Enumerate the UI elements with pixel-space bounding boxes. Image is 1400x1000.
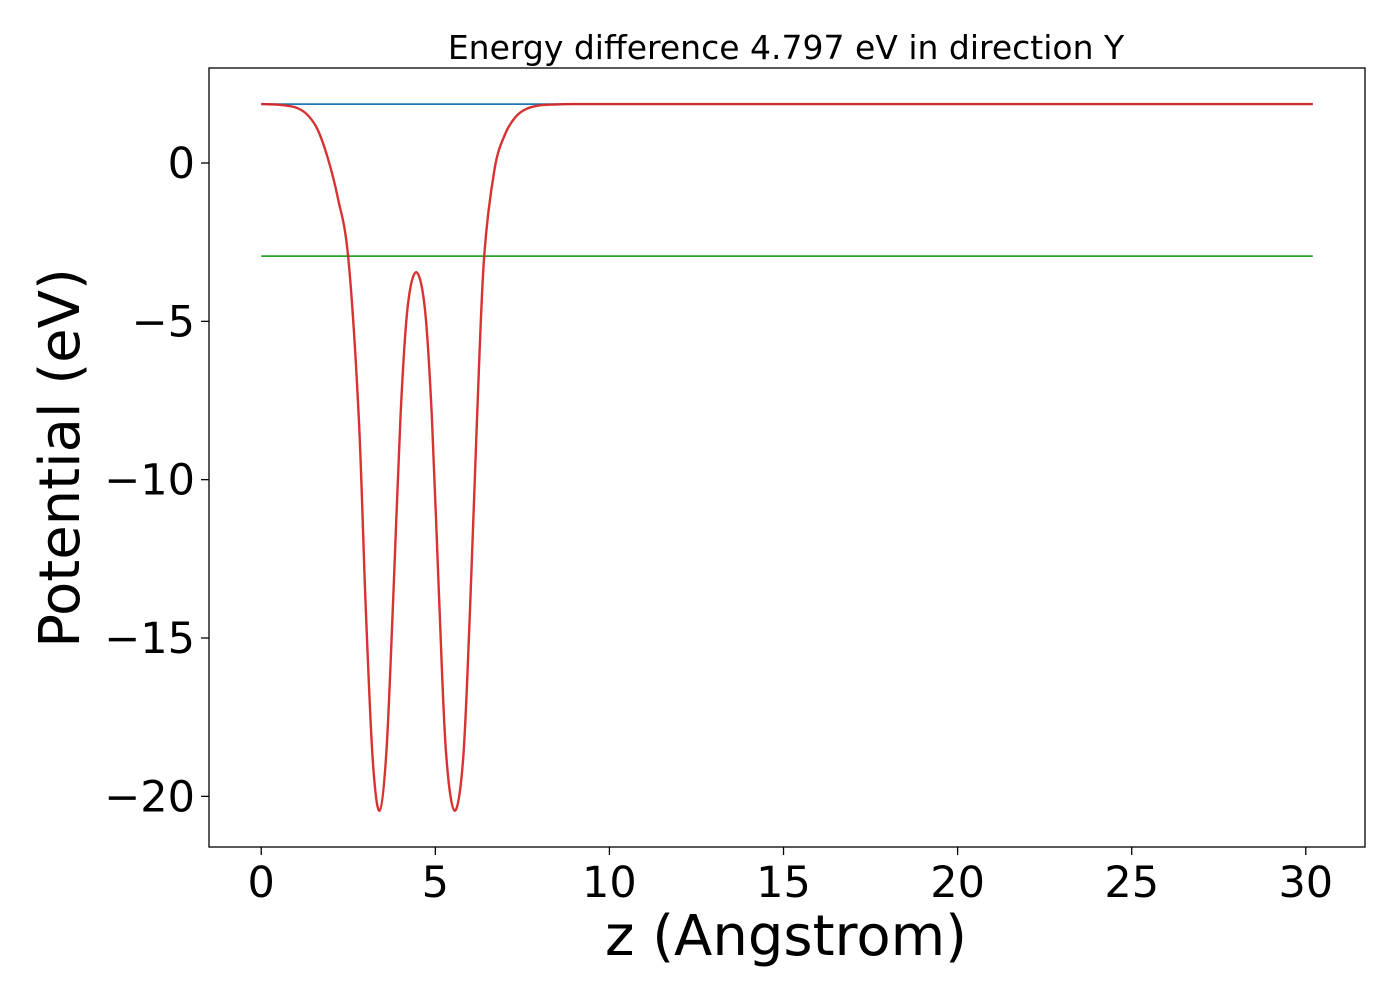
x-axis-ticks: 0 5 10 15 20 25 30 xyxy=(248,847,1333,908)
y-tick-label: −15 xyxy=(104,614,195,664)
x-tick-label: 30 xyxy=(1278,858,1333,908)
x-tick-label: 15 xyxy=(756,858,811,908)
x-tick-label: 10 xyxy=(582,858,637,908)
plot-area xyxy=(208,67,1366,848)
x-axis-label: z (Angstrom) xyxy=(605,904,967,969)
y-tick-label: −5 xyxy=(132,297,195,347)
series-line-2 xyxy=(261,102,1313,812)
chart-title: Energy difference 4.797 eV in direction … xyxy=(448,28,1125,67)
y-axis-ticks: 0 −5 −10 −15 −20 xyxy=(104,139,209,822)
y-axis-label: Potential (eV) xyxy=(28,268,93,648)
y-tick-label: −10 xyxy=(104,456,195,506)
series-lines xyxy=(261,102,1313,812)
axes-frame xyxy=(208,67,1366,848)
x-tick-label: 0 xyxy=(248,858,275,908)
x-tick-label: 20 xyxy=(930,858,985,908)
x-tick-label: 25 xyxy=(1104,858,1159,908)
y-tick-label: 0 xyxy=(168,139,195,189)
x-tick-label: 5 xyxy=(422,858,449,908)
y-tick-label: −20 xyxy=(104,772,195,822)
